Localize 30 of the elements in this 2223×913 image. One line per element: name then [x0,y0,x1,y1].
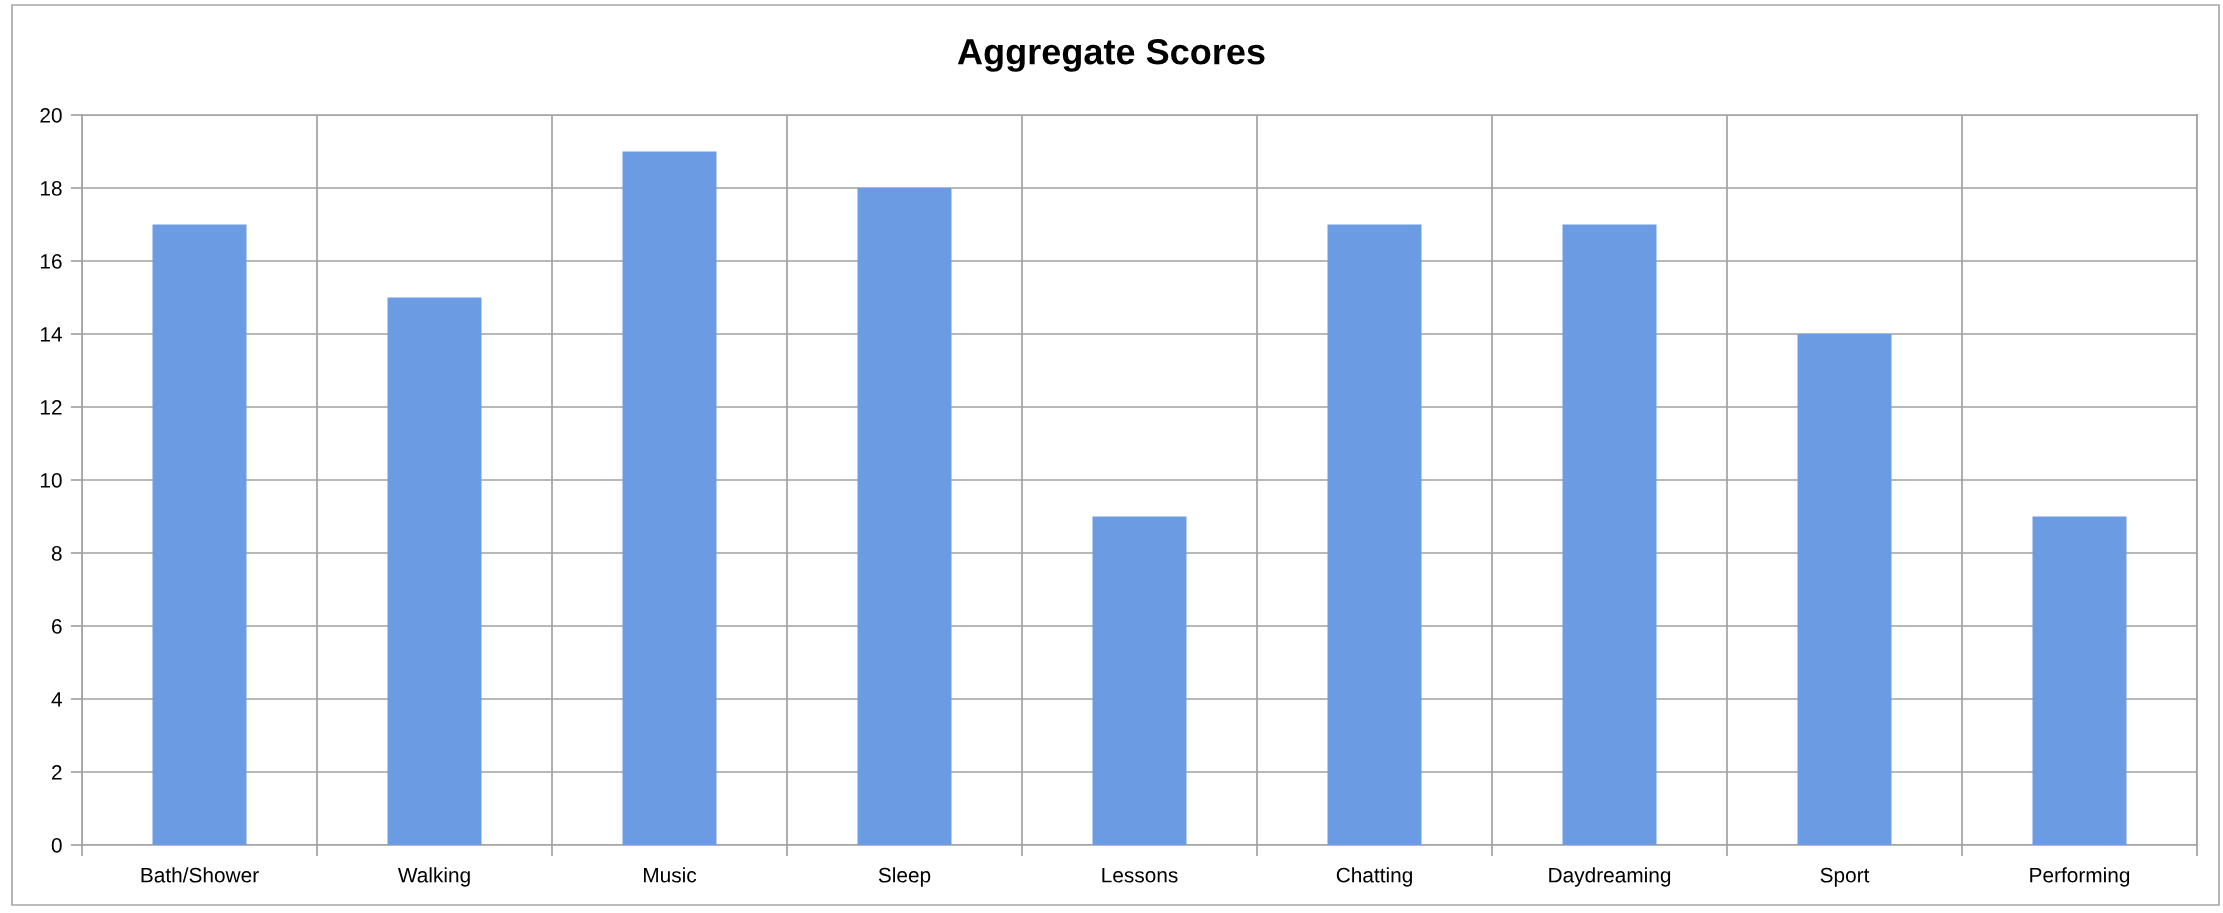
y-tick-label: 10 [40,473,62,488]
chart-title: Aggregate Scores [957,38,1265,72]
x-tick-label: Performing [2030,867,2130,887]
x-tick-label: Sleep [878,867,931,887]
x-tick-label: Walking [397,867,470,887]
x-tick-label: Music [644,867,697,883]
y-tick-label: 14 [40,327,62,342]
y-tick-label: 8 [51,546,62,561]
bar [1327,224,1422,845]
bar [1562,224,1657,845]
bar [1797,334,1892,845]
y-tick-label: 0 [51,838,62,853]
y-tick-label: 2 [52,765,62,780]
y-tick-label: 18 [40,181,62,196]
bar [2032,516,2127,845]
x-tick-label: Bath/Shower [141,867,259,883]
bar [387,297,482,845]
bar [622,151,717,845]
x-tick-label: Lessons [1102,867,1178,883]
x-tick-label: Sport [1820,867,1870,887]
y-tick-label: 12 [40,400,62,415]
bar [152,224,247,845]
y-tick-label: 6 [52,619,62,634]
y-tick-label: 16 [40,254,62,269]
y-tick-label: 4 [51,692,62,707]
x-tick-label: Chatting [1336,867,1412,887]
x-tick-label: Daydreaming [1549,867,1671,887]
bar [857,188,952,845]
y-tick-label: 20 [40,108,62,123]
bar [1092,516,1187,845]
